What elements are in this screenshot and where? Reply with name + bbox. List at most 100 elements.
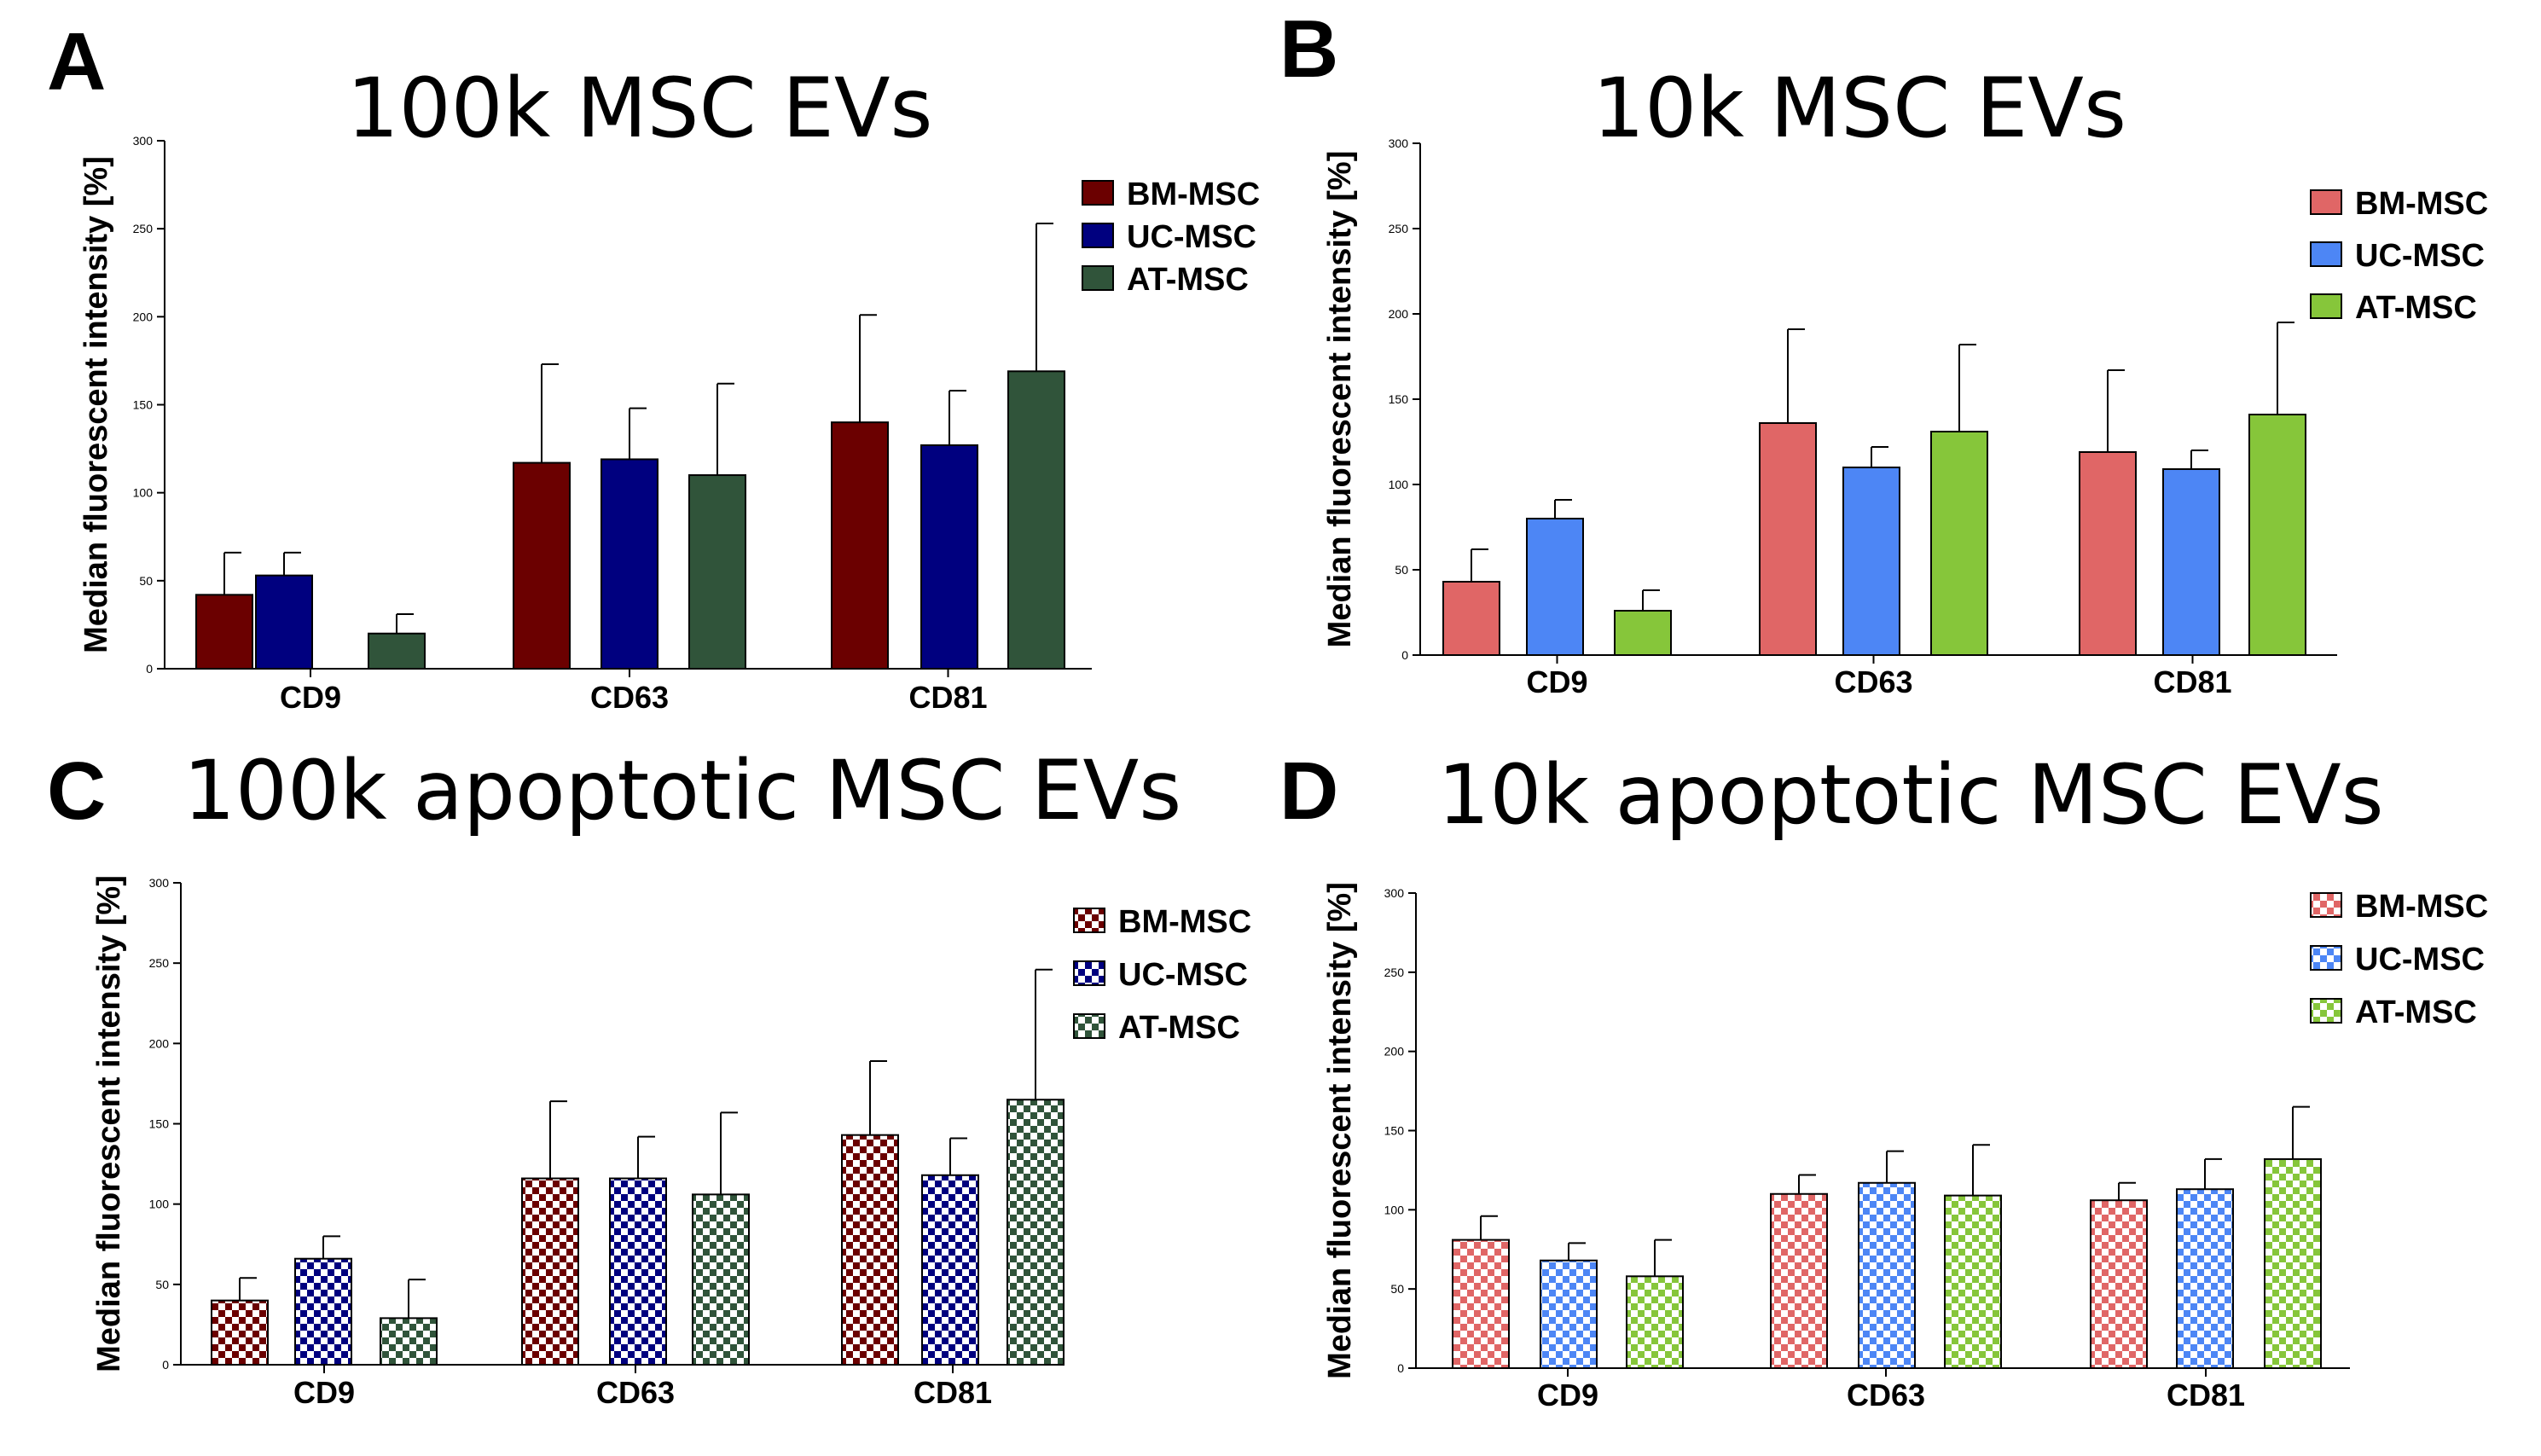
y-tick-label: 300 [133, 134, 154, 148]
y-axis-label: Median fluorescent intensity [%] [1322, 882, 1358, 1379]
y-tick-label: 50 [139, 574, 153, 588]
y-tick-label: 200 [1384, 1045, 1405, 1059]
bar-uc-msc-cd63 [600, 458, 658, 670]
y-axis-label: Median fluorescent intensity [%] [78, 156, 114, 653]
bar-bm-msc-cd63 [513, 461, 571, 670]
legend-swatch [1073, 960, 1105, 986]
x-tick-label: CD63 [590, 680, 669, 715]
x-tick-label: CD9 [1526, 664, 1587, 699]
x-tick-label: CD81 [2153, 664, 2231, 699]
x-tick-label: CD9 [293, 1375, 355, 1410]
legend-label: AT-MSC [2355, 290, 2477, 326]
bar-uc-msc-cd81 [2176, 1188, 2234, 1369]
bar-at-msc-cd81 [2264, 1157, 2322, 1370]
y-tick-label: 100 [1384, 1203, 1405, 1216]
legend-swatch [1082, 223, 1114, 248]
panel-letter: C [47, 745, 106, 837]
y-tick-label: 150 [1389, 392, 1409, 406]
x-tick-label: CD81 [914, 1375, 992, 1410]
bar-uc-msc-cd63 [1842, 467, 1900, 656]
y-tick-label: 0 [162, 1358, 169, 1372]
bar-bm-msc-cd81 [841, 1134, 899, 1366]
bar-bm-msc-cd81 [831, 421, 889, 670]
bar-bm-msc-cd63 [1770, 1192, 1828, 1370]
legend-label: UC-MSC [1127, 219, 1256, 255]
bar-bm-msc-cd81 [2090, 1199, 2148, 1370]
bar-uc-msc-cd9 [1526, 518, 1584, 656]
bar-bm-msc-cd9 [1452, 1238, 1510, 1369]
y-tick-label: 300 [1384, 886, 1405, 900]
y-tick-label: 100 [133, 486, 154, 500]
legend-swatch [1073, 1013, 1105, 1039]
bar-uc-msc-cd81 [921, 1174, 979, 1366]
legend: BM-MSC UC-MSC AT-MSC [2310, 889, 2488, 1030]
bar-at-msc-cd9 [368, 632, 426, 670]
legend-label: BM-MSC [2355, 889, 2488, 925]
bar-uc-msc-cd63 [1858, 1181, 1916, 1370]
bar-at-msc-cd9 [380, 1317, 438, 1366]
y-tick-label: 150 [133, 398, 154, 412]
legend-swatch [2310, 189, 2342, 215]
y-tick-label: 250 [149, 956, 170, 970]
y-tick-label: 0 [1397, 1361, 1404, 1375]
panel-letter: B [1279, 3, 1338, 95]
bar-at-msc-cd9 [1626, 1275, 1684, 1370]
y-tick-label: 50 [1390, 1282, 1404, 1296]
legend-label: AT-MSC [2355, 995, 2477, 1030]
y-tick-label: 150 [1384, 1124, 1405, 1138]
bar-bm-msc-cd63 [521, 1177, 579, 1366]
y-tick-label: 100 [149, 1198, 170, 1211]
y-tick-label: 50 [155, 1278, 169, 1291]
panel-b: B 10k MSC EVs 0 50 100 150 200 250 300 Median flu… [1279, 3, 2488, 699]
panel-letter: A [47, 16, 106, 107]
bar-at-msc-cd81 [1007, 370, 1065, 670]
y-tick-label: 50 [1395, 563, 1408, 577]
bar-uc-msc-cd81 [2162, 468, 2220, 656]
legend-label: UC-MSC [2355, 238, 2485, 274]
bar-bm-msc-cd63 [1759, 422, 1817, 656]
bar-bm-msc-cd9 [211, 1299, 269, 1366]
bar-at-msc-cd63 [1930, 431, 1988, 656]
bar-uc-msc-cd63 [609, 1177, 667, 1366]
bar-uc-msc-cd9 [1540, 1259, 1598, 1370]
bar-at-msc-cd63 [688, 474, 746, 670]
bar-at-msc-cd63 [1944, 1194, 2002, 1369]
y-axis-label: Median fluorescent intensity [%] [1322, 151, 1358, 648]
panel-title: 100k apoptotic MSC EVs [183, 743, 1181, 838]
y-tick-label: 0 [1401, 648, 1408, 662]
legend: BM-MSC UC-MSC AT-MSC [1073, 904, 1251, 1046]
x-tick-label: CD81 [2167, 1378, 2245, 1412]
legend-label: AT-MSC [1118, 1010, 1240, 1046]
legend: BM-MSC UC-MSC AT-MSC [2310, 186, 2488, 326]
panel-title: 10k MSC EVs [1592, 61, 2126, 156]
y-tick-label: 200 [1389, 307, 1409, 321]
bar-uc-msc-cd9 [294, 1257, 352, 1366]
x-tick-label: CD63 [596, 1375, 675, 1410]
bar-bm-msc-cd9 [195, 594, 253, 670]
bar-at-msc-cd63 [692, 1193, 750, 1366]
bar-at-msc-cd81 [1007, 1099, 1065, 1366]
y-tick-label: 150 [149, 1117, 170, 1131]
y-tick-label: 300 [1389, 136, 1409, 150]
panel-title: 100k MSC EVs [347, 61, 933, 156]
y-tick-label: 200 [149, 1036, 170, 1050]
legend-label: UC-MSC [1118, 957, 1248, 993]
y-tick-label: 0 [146, 662, 153, 676]
legend-swatch [2310, 945, 2342, 971]
legend-swatch [2310, 293, 2342, 319]
y-tick-label: 250 [133, 222, 154, 235]
legend-label: BM-MSC [1127, 177, 1260, 212]
legend-label: BM-MSC [2355, 186, 2488, 222]
panel-title: 10k apoptotic MSC EVs [1437, 747, 2383, 843]
legend-swatch [2310, 241, 2342, 267]
legend-label: BM-MSC [1118, 904, 1251, 940]
x-tick-label: CD81 [908, 680, 987, 715]
panel-a: A 100k MSC EVs 0 50 100 150 200 250 300 Median fl… [47, 16, 1260, 715]
x-tick-label: CD63 [1834, 664, 1912, 699]
y-tick-label: 100 [1389, 478, 1409, 491]
x-tick-label: CD63 [1847, 1378, 1925, 1412]
legend-swatch [2310, 998, 2342, 1024]
bar-at-msc-cd9 [1614, 610, 1672, 656]
y-tick-label: 300 [149, 876, 170, 890]
